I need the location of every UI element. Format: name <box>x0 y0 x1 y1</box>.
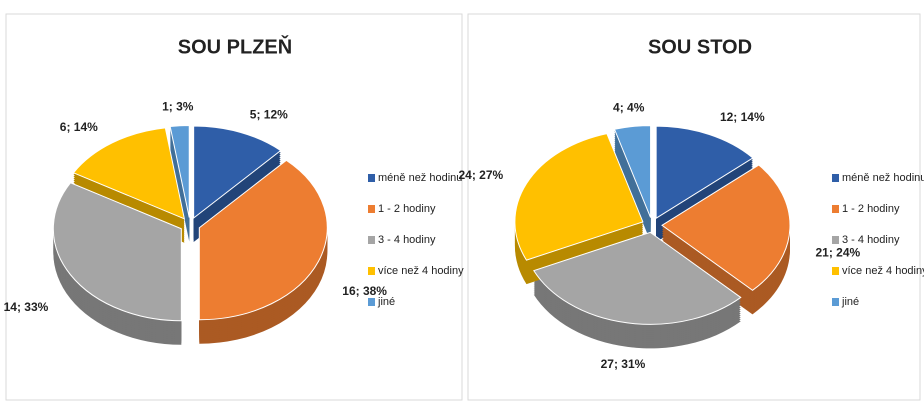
data-label: 1; 3% <box>162 100 194 114</box>
legend-swatch <box>832 174 839 182</box>
legend-label: 3 - 4 hodiny <box>378 234 436 246</box>
legend-swatch <box>368 298 375 306</box>
legend-label: více než 4 hodiny <box>842 265 924 277</box>
legend-swatch <box>368 236 375 244</box>
data-label: 24; 27% <box>458 168 503 182</box>
panel <box>467 13 921 401</box>
legend-label: 1 - 2 hodiny <box>378 203 436 215</box>
slice <box>52 182 182 322</box>
slice <box>198 159 328 321</box>
slice <box>169 125 190 218</box>
legend-label: více než 4 hodiny <box>378 265 464 277</box>
data-label: 5; 12% <box>250 107 288 121</box>
data-label: 4; 4% <box>613 100 645 114</box>
legend-label: 3 - 4 hodiny <box>842 234 900 246</box>
legend-swatch <box>832 267 839 275</box>
slice <box>533 231 742 325</box>
legend-label: méně než hodinu <box>842 172 924 184</box>
data-label: 16; 38% <box>342 284 387 298</box>
data-label: 27; 31% <box>601 357 646 371</box>
legend-swatch <box>368 267 375 275</box>
slice <box>193 125 282 220</box>
legend-label: jiné <box>377 296 395 308</box>
slice <box>72 127 186 220</box>
slice <box>613 125 652 218</box>
chart-title: SOU PLZEŇ <box>178 34 292 58</box>
slice <box>655 125 754 220</box>
slice <box>514 133 644 261</box>
legend-swatch <box>368 174 375 182</box>
legend-label: jiné <box>841 296 859 308</box>
legend-swatch <box>368 205 375 213</box>
data-label: 21; 24% <box>815 245 860 259</box>
legend-swatch <box>832 236 839 244</box>
data-label: 14; 33% <box>4 300 49 314</box>
legend-label: 1 - 2 hodiny <box>842 203 900 215</box>
legend-swatch <box>832 298 839 306</box>
slice <box>661 164 791 291</box>
data-label: 6; 14% <box>60 120 98 134</box>
legend-label: méně než hodinu <box>378 172 462 184</box>
data-label: 12; 14% <box>720 110 765 124</box>
chart-title: SOU STOD <box>648 36 752 58</box>
panel <box>5 13 463 401</box>
legend-swatch <box>832 205 839 213</box>
